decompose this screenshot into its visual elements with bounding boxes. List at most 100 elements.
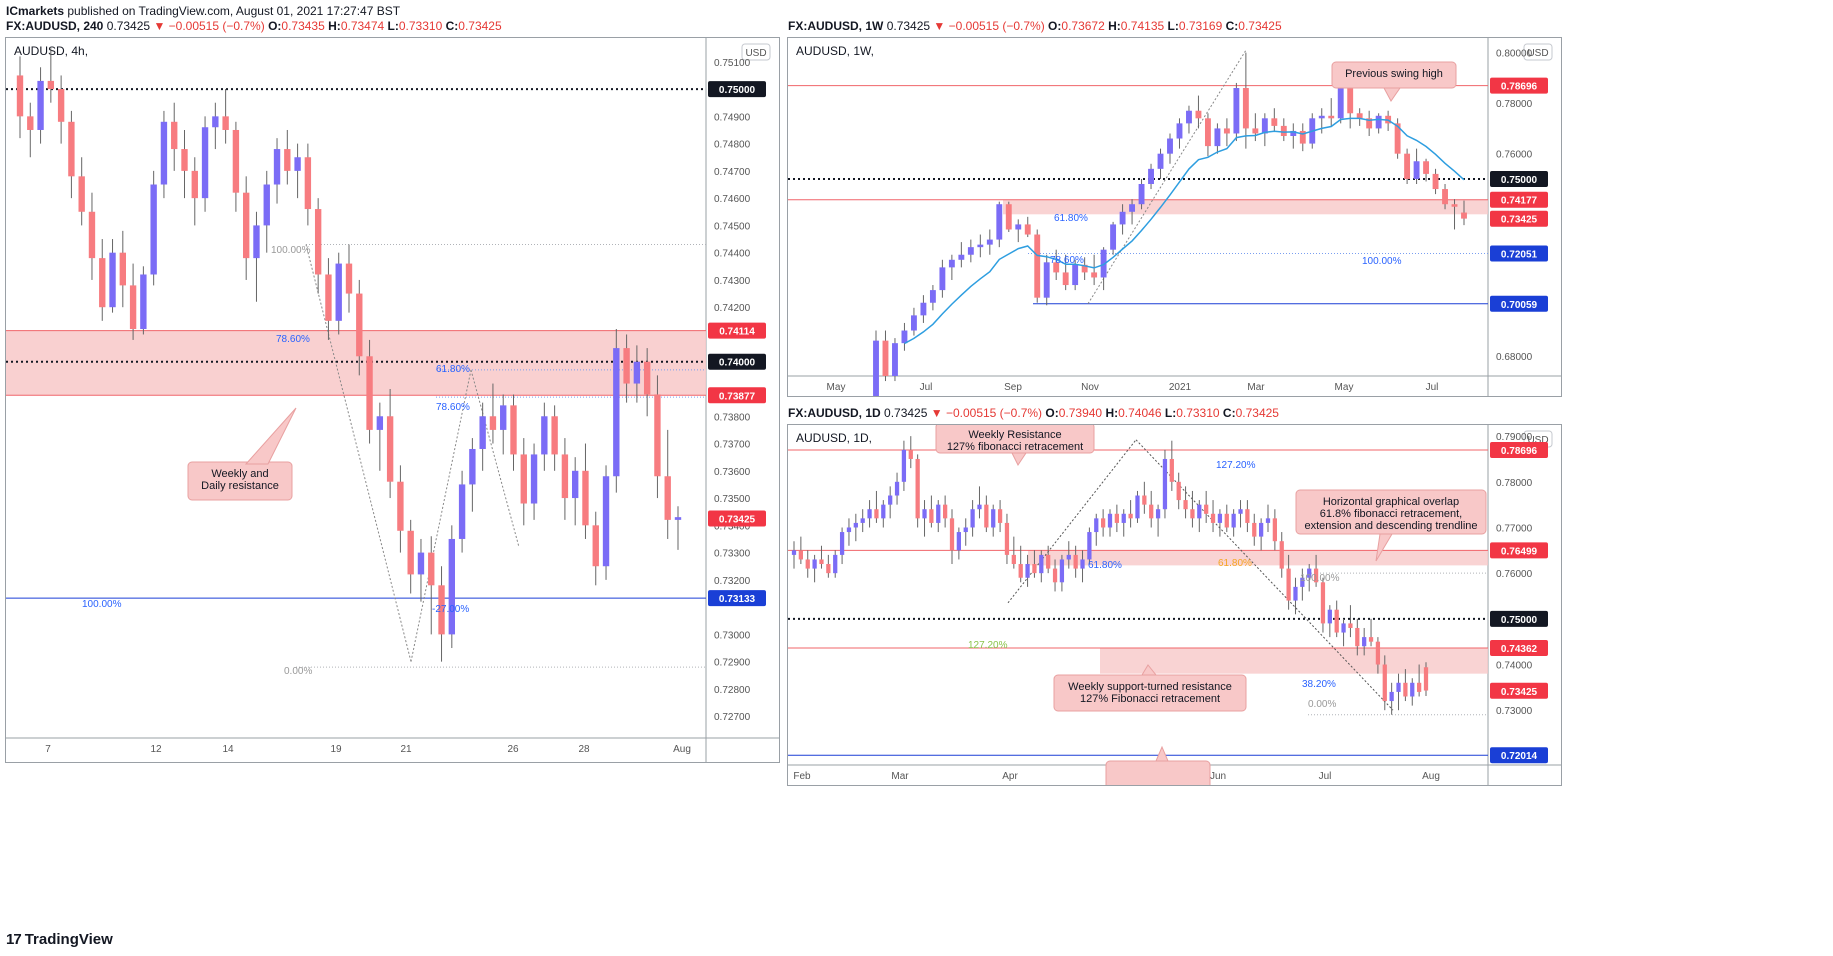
- price-label-box: [1490, 295, 1548, 312]
- candle-body: [1148, 168, 1154, 184]
- open-value: 0.73940: [1058, 406, 1103, 420]
- candle-body: [47, 80, 55, 90]
- candle-body: [1214, 128, 1221, 147]
- price-label-box: [708, 510, 766, 527]
- candle-body: [1004, 522, 1010, 555]
- candle-body: [922, 509, 927, 519]
- candle-body: [1025, 564, 1030, 578]
- candle-body: [160, 121, 168, 185]
- candle-body: [1128, 513, 1133, 519]
- candle-body: [232, 129, 240, 193]
- candle-body: [417, 552, 425, 575]
- candle-body: [1176, 481, 1181, 501]
- candle-body: [1233, 88, 1240, 134]
- currency-label: USD: [745, 48, 766, 59]
- price-label: 0.73877: [719, 391, 756, 402]
- candle-body: [1348, 623, 1353, 628]
- candle-body: [984, 504, 989, 528]
- candle-body: [1313, 568, 1319, 583]
- candle-body: [1210, 513, 1216, 523]
- price-label: 0.74000: [719, 358, 756, 369]
- candle-body: [1279, 541, 1284, 569]
- candle-body: [805, 559, 810, 569]
- callout-pointer: [244, 407, 297, 465]
- candle-body: [551, 416, 558, 455]
- candle-body: [129, 285, 137, 330]
- candle-body: [1245, 509, 1250, 523]
- candle-body: [325, 274, 332, 321]
- fib-trend-line: [1087, 49, 1247, 305]
- callout-text: Previous swing high: [1345, 68, 1443, 80]
- candle-body: [1366, 118, 1373, 129]
- y-tick-label: 0.79000: [1496, 432, 1533, 443]
- chart-4h-svg[interactable]: AUDUSD, 4h, USD0.751000.749000.748000.747…: [6, 38, 780, 763]
- fib-label: 61.80%: [1054, 213, 1088, 224]
- candle-body: [1183, 500, 1188, 510]
- price-label-box: [1490, 610, 1548, 627]
- candle-body: [1186, 110, 1192, 124]
- candle-body: [1318, 115, 1325, 119]
- candle-body: [510, 405, 517, 455]
- candle-body: [1368, 637, 1374, 642]
- candle-body: [356, 293, 363, 357]
- candle-body: [812, 559, 817, 569]
- candle-body: [892, 343, 898, 376]
- chart-panel-1w[interactable]: AUDUSD, 1W, USD 0.80000 0.78000 0.76000 0.680…: [787, 37, 1562, 397]
- candle-body: [1394, 123, 1401, 154]
- price-label-box: [1490, 245, 1548, 262]
- price-label-box: [1490, 77, 1548, 94]
- candle-body: [222, 116, 229, 130]
- fib-label: 61.80%: [436, 364, 470, 375]
- annotation-partial-callout: [1105, 760, 1211, 785]
- price-label: 0.73425: [719, 515, 756, 526]
- candle-body: [1018, 564, 1023, 578]
- candle-body: [1167, 138, 1173, 154]
- fib-label: 127.20%: [968, 640, 1008, 651]
- last-price: 0.73425: [106, 19, 151, 33]
- candle-body: [1341, 623, 1346, 633]
- price-label: 0.74177: [1501, 196, 1538, 207]
- chart-inner-label: AUDUSD, 1W,: [796, 44, 874, 58]
- candle-body: [1015, 224, 1022, 230]
- chart-panel-4h[interactable]: AUDUSD, 4h, USD 0.75100 0.74900 0.74800 0.747…: [5, 37, 780, 763]
- candle-body: [294, 157, 301, 171]
- candle-body: [335, 263, 342, 321]
- callout-pointer: [1375, 533, 1393, 562]
- candle-body: [882, 340, 889, 376]
- price-label: 0.75000: [719, 85, 756, 96]
- candle-body: [1271, 118, 1278, 126]
- callout-text: 127% Fibonacci retracement: [1080, 693, 1220, 705]
- candle-body: [1293, 586, 1298, 601]
- candle-body: [1417, 682, 1422, 692]
- candle-body: [191, 170, 198, 199]
- candle-body: [826, 564, 831, 574]
- panel-title-w1: FX:AUDUSD, 1W 0.73425 ▼ −0.00515 (−0.7%)…: [788, 19, 1282, 33]
- y-tick-label: 0.73200: [714, 576, 751, 587]
- candle-body: [1135, 495, 1140, 519]
- callout-pointer: [1383, 87, 1401, 102]
- chart-panel-1d[interactable]: AUDUSD, 1D, USD 0.79000 0.78000 0.77000 0.760…: [787, 424, 1562, 786]
- price-label-box: [1490, 542, 1548, 559]
- x-tick-label: Aug: [673, 744, 691, 755]
- candle-body: [936, 504, 941, 523]
- callout-text: Weekly support-turned resistance: [1068, 681, 1232, 693]
- candle-body: [150, 184, 157, 275]
- price-label-box: [1490, 442, 1548, 459]
- tradingview-logo[interactable]: 17 TradingView: [6, 931, 113, 948]
- resistance-zone: [1003, 199, 1488, 215]
- candle-body: [1403, 682, 1408, 697]
- candle-body: [1375, 115, 1382, 129]
- price-label-box: [1490, 682, 1548, 699]
- candle-body: [1101, 518, 1106, 528]
- x-tick-label: Mar: [1247, 382, 1265, 393]
- candle-body: [1223, 128, 1230, 134]
- callout-text: extension and descending trendline: [1304, 520, 1477, 532]
- candle-body: [386, 416, 394, 482]
- candle-body: [1299, 130, 1306, 144]
- fib-label: 78.60%: [276, 334, 310, 345]
- last-price: 0.73425: [884, 406, 928, 420]
- candle-body: [1347, 88, 1354, 114]
- y-tick-label: 0.77000: [1496, 523, 1533, 534]
